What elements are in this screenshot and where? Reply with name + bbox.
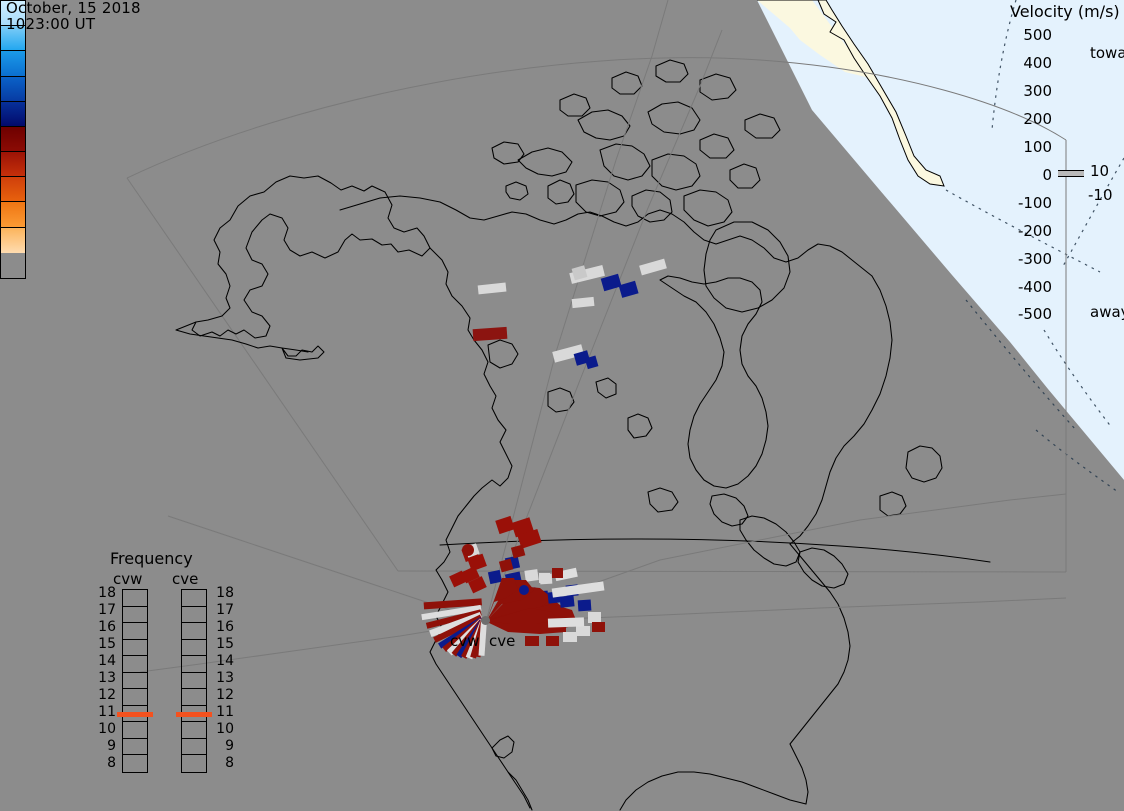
colorbar-tick-400: 400 <box>1023 54 1052 72</box>
frequency-scale-label-left: 14 <box>98 653 116 669</box>
frequency-cell <box>182 739 206 756</box>
frequency-scale-label-left: 18 <box>98 585 116 601</box>
frequency-cell <box>182 640 206 657</box>
frequency-cell <box>123 755 147 772</box>
map-projection-boundary <box>126 57 1067 573</box>
frequency-scale-label-right: 18 <box>216 585 234 601</box>
frequency-scale-label-right: 15 <box>216 636 234 652</box>
frequency-scale-label-left: 11 <box>98 704 116 720</box>
colorbar-segment-neg100-neg200 <box>1 152 25 178</box>
colorbar-tick-100: 100 <box>1023 138 1052 156</box>
frequency-scale-label-right: 9 <box>225 738 234 754</box>
radar-site-label-cvw: cvw <box>450 632 480 650</box>
frequency-cell <box>123 590 147 607</box>
northern-scatter-group <box>472 258 667 370</box>
frequency-cell <box>182 590 206 607</box>
radar-scatter-cells <box>421 258 667 660</box>
frequency-scale-label-left: 10 <box>98 721 116 737</box>
velocity-legend-title: Velocity (m/s) <box>1010 2 1120 21</box>
frequency-marker-cvw <box>117 712 153 717</box>
colorbar-tick-neg500: -500 <box>1017 305 1052 323</box>
frequency-cell <box>123 739 147 756</box>
daylit-polygon-fill <box>757 0 1124 470</box>
frequency-scale-label-left: 13 <box>98 670 116 686</box>
colorbar-zero-band <box>1058 170 1084 177</box>
frequency-cell <box>123 706 147 723</box>
colorbar-segment-10-100 <box>1 101 25 127</box>
twilight-band <box>757 0 870 78</box>
graticule-lines <box>945 0 1124 493</box>
colorbar-toward-label: toward <box>1090 44 1124 62</box>
frequency-scale-label-right: 14 <box>216 653 234 669</box>
colorbar-tick-300: 300 <box>1023 82 1052 100</box>
frequency-cell <box>182 673 206 690</box>
frequency-scale-label-left: 8 <box>107 755 116 771</box>
colorbar-tick-200: 200 <box>1023 110 1052 128</box>
colorbar-tick-neg200: -200 <box>1017 222 1052 240</box>
colorbar-tick-neg300: -300 <box>1017 250 1052 268</box>
colorbar-segment-400-500 <box>1 1 25 27</box>
colorbar-segment-neg10-neg100 <box>1 126 25 153</box>
radar-site-marker-cvw <box>481 616 490 625</box>
frequency-cell <box>123 623 147 640</box>
frequency-cell <box>182 656 206 673</box>
colorbar-segment-neg400-neg500 <box>1 227 25 253</box>
colorbar-segment-300-400 <box>1 26 25 52</box>
colorbar-segment-200-300 <box>1 51 25 77</box>
frequency-cell <box>182 607 206 624</box>
frequency-scale-label-left: 9 <box>107 738 116 754</box>
frequency-column-header-cve: cve <box>172 570 199 588</box>
frequency-column-header-cvw: cvw <box>113 570 143 588</box>
colorbar-segment-100-200 <box>1 76 25 102</box>
frequency-cell <box>123 656 147 673</box>
frequency-scale-label-right: 17 <box>216 602 234 618</box>
frequency-scale-label-right: 13 <box>216 670 234 686</box>
frequency-cell <box>182 706 206 723</box>
radar-site-label-cve: cve <box>489 632 516 650</box>
frequency-cell <box>123 607 147 624</box>
colorbar-tick-neg100: -100 <box>1017 194 1052 212</box>
frequency-legend-title: Frequency <box>110 549 193 568</box>
colorbar-tick-0: 0 <box>1042 166 1052 184</box>
frequency-marker-cve <box>176 712 212 717</box>
colorbar-segment-neg200-neg300 <box>1 177 25 203</box>
coastlines <box>175 59 991 811</box>
colorbar-threshold-low-label: -10 <box>1088 186 1113 204</box>
colorbar-segment-neg300-neg400 <box>1 202 25 228</box>
frequency-scale-label-right: 12 <box>216 687 234 703</box>
colorbar-tick-500: 500 <box>1023 26 1052 44</box>
frequency-cell <box>182 755 206 772</box>
velocity-colorbar <box>0 0 26 279</box>
frequency-scale-label-left: 12 <box>98 687 116 703</box>
frequency-scale-label-right: 11 <box>216 704 234 720</box>
main-scatter-fan <box>421 544 605 660</box>
frequency-scale-label-right: 10 <box>216 721 234 737</box>
frequency-cell <box>182 689 206 706</box>
frequency-scale-label-right: 16 <box>216 619 234 635</box>
frequency-scale-label-left: 15 <box>98 636 116 652</box>
radar-fov-outlines <box>139 0 1067 673</box>
colorbar-away-label: away <box>1090 303 1124 321</box>
frequency-cell <box>123 722 147 739</box>
frequency-column-cvw[interactable] <box>122 589 148 773</box>
frequency-scale-label-left: 17 <box>98 602 116 618</box>
frequency-scale-label-left: 16 <box>98 619 116 635</box>
frequency-column-cve[interactable] <box>181 589 207 773</box>
frequency-scale-label-right: 8 <box>225 755 234 771</box>
frequency-cell <box>123 673 147 690</box>
frequency-cell <box>182 623 206 640</box>
frequency-cell <box>123 640 147 657</box>
frequency-cell <box>123 689 147 706</box>
frequency-cell <box>182 722 206 739</box>
greenland-landmass <box>757 0 945 187</box>
colorbar-tick-neg400: -400 <box>1017 278 1052 296</box>
colorbar-threshold-high-label: 10 <box>1090 162 1110 180</box>
timestamp-label: October, 15 2018 1023:00 UT <box>6 0 141 33</box>
